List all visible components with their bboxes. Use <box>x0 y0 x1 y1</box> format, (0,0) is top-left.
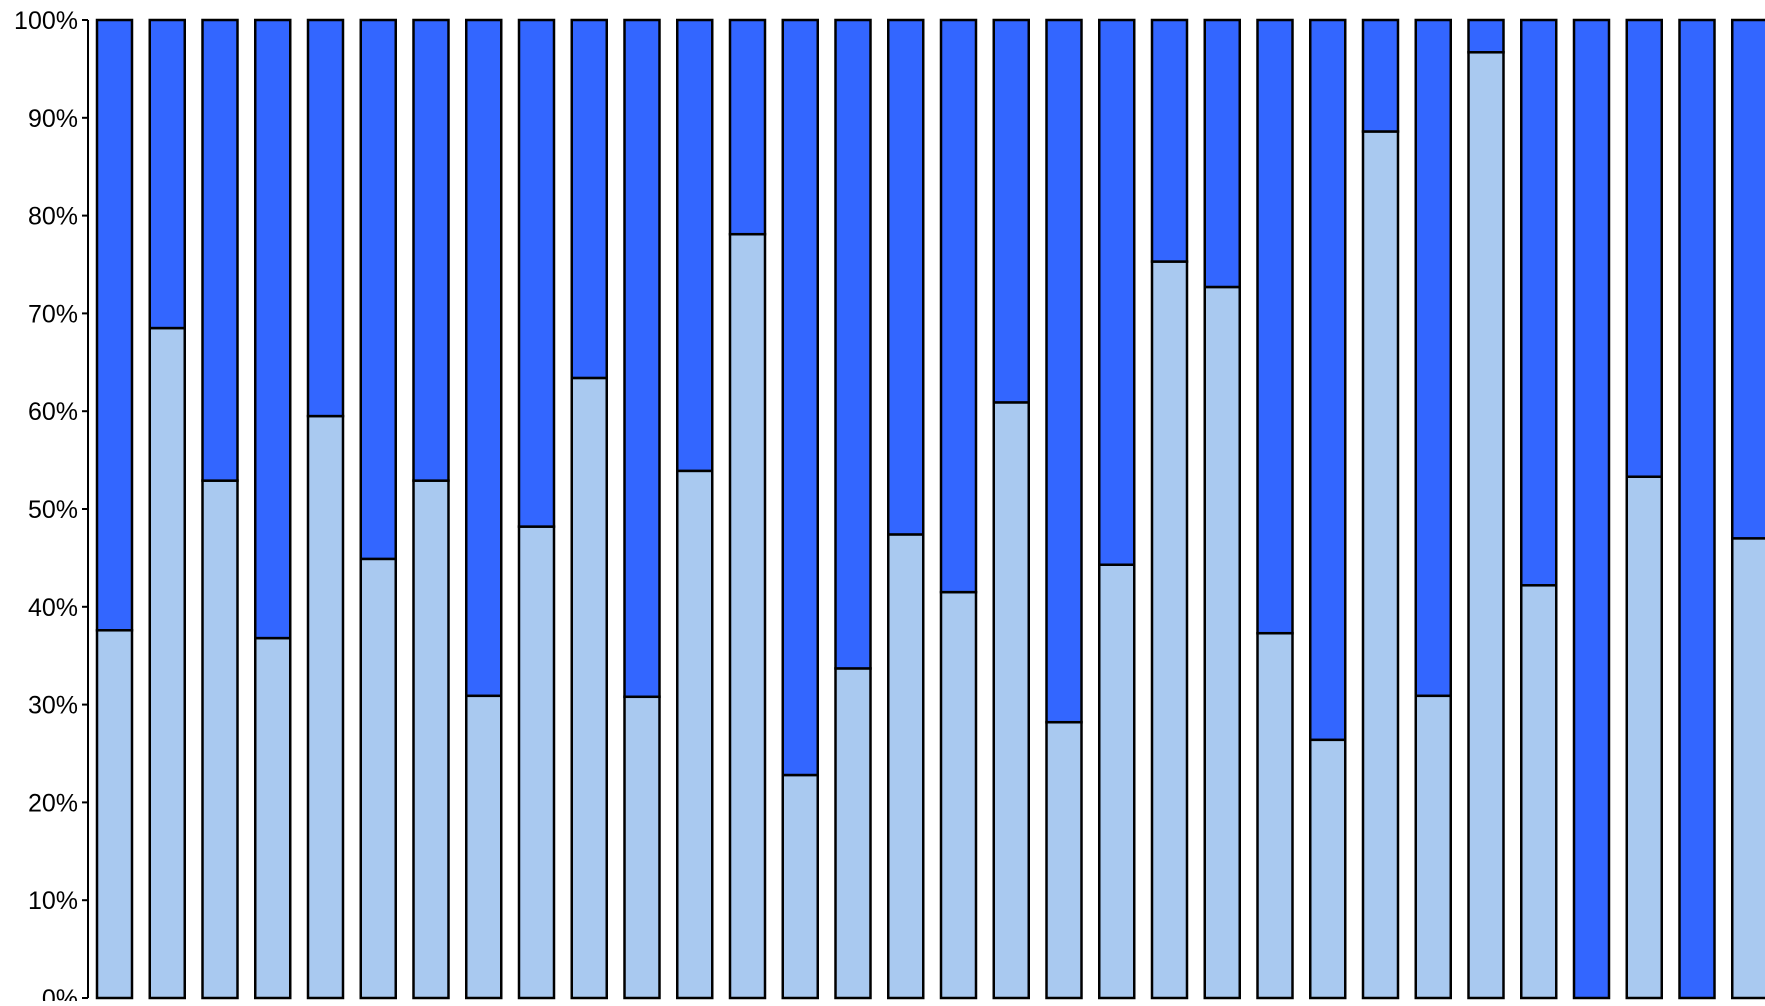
bar-segment-series-2 <box>676 18 714 473</box>
y-tick-label: 70% <box>28 300 78 328</box>
bar-segment-series-2 <box>465 18 503 698</box>
bar-segment-series-2 <box>1572 18 1611 1000</box>
y-tick-label: 20% <box>28 789 78 817</box>
bar-segment-series-1 <box>517 525 556 1000</box>
bar-segment-series-2 <box>148 18 186 330</box>
bars <box>95 18 1765 1000</box>
bar-segment-series-1 <box>1414 694 1452 1000</box>
bar-segment-series-2 <box>570 18 608 380</box>
bar-segment-series-1 <box>623 695 661 1000</box>
bar-segment-series-2 <box>992 18 1030 404</box>
bar-segment-series-2 <box>834 18 872 670</box>
bar-segment-series-1 <box>834 667 872 1000</box>
y-axis-ticks: 0% 10% 20% 30% 40% 50% 60% 70% 80% 90% 100% <box>14 7 88 1006</box>
y-tick-label: 40% <box>28 594 78 622</box>
bar-segment-series-2 <box>1625 18 1663 478</box>
bar-segment-series-1 <box>1098 563 1136 1000</box>
y-tick-label: 60% <box>28 398 78 426</box>
bar-segment-series-2 <box>728 18 767 236</box>
bar-segment-series-2 <box>1098 18 1136 566</box>
bar-segment-series-1 <box>1625 475 1663 1000</box>
bar-segment-series-1 <box>148 326 186 1000</box>
bar-segment-series-2 <box>201 18 239 482</box>
bar-segment-series-2 <box>939 18 978 594</box>
bar-segment-series-2 <box>1414 18 1452 698</box>
bar-segment-series-2 <box>1731 18 1765 540</box>
y-tick-label: 10% <box>28 887 78 915</box>
y-tick-label: 80% <box>28 203 78 231</box>
bar-segment-series-1 <box>1309 738 1347 1000</box>
bar-segment-series-1 <box>1256 631 1294 1000</box>
bar-segment-series-1 <box>1203 285 1241 1000</box>
bar-segment-series-1 <box>306 414 345 1000</box>
bar-segment-series-2 <box>623 18 661 699</box>
y-tick-label: 50% <box>28 496 78 524</box>
bar-segment-series-1 <box>1467 51 1505 1000</box>
bar-segment-series-1 <box>781 773 819 1000</box>
y-tick-label: 100% <box>14 7 78 35</box>
bar-segment-series-1 <box>465 694 503 1000</box>
bar-segment-series-1 <box>676 469 714 1000</box>
bar-segment-series-1 <box>1361 130 1400 1000</box>
bar-segment-series-2 <box>1467 18 1505 54</box>
bar-segment-series-2 <box>781 18 819 777</box>
bar-segment-series-2 <box>1203 18 1241 289</box>
y-tick-label: 0% <box>42 985 78 1001</box>
bar-segment-series-1 <box>1045 720 1083 1000</box>
bar-segment-series-1 <box>887 533 925 1000</box>
bar-segment-series-2 <box>517 18 556 528</box>
bar-segment-series-2 <box>1361 18 1400 133</box>
bar-segment-series-2 <box>1309 18 1347 742</box>
bar-segment-series-1 <box>1520 584 1558 1000</box>
bar-segment-series-1 <box>728 232 767 1000</box>
bar-segment-series-2 <box>887 18 925 536</box>
bar-segment-series-2 <box>1256 18 1294 635</box>
bar-segment-series-1 <box>412 479 450 1000</box>
bar-segment-series-2 <box>359 18 397 561</box>
bar-segment-series-1 <box>1150 260 1189 1000</box>
bar-segment-series-2 <box>306 18 345 418</box>
bar-segment-series-2 <box>1678 18 1716 1000</box>
bar-segment-series-1 <box>254 636 292 1000</box>
bar-segment-series-2 <box>95 18 134 632</box>
bar-segment-series-2 <box>412 18 450 482</box>
bar-segment-series-1 <box>939 590 978 1000</box>
y-tick-label: 90% <box>28 105 78 133</box>
bar-segment-series-2 <box>254 18 292 640</box>
bar-segment-series-1 <box>201 479 239 1000</box>
bar-segment-series-1 <box>1731 537 1765 1000</box>
y-tick-label: 30% <box>28 692 78 720</box>
bar-segment-series-1 <box>992 401 1030 1000</box>
bar-segment-series-1 <box>95 629 134 1000</box>
bar-segment-series-2 <box>1520 18 1558 587</box>
bar-segment-series-1 <box>570 376 608 1000</box>
bar-segment-series-1 <box>359 557 397 1000</box>
bar-segment-series-2 <box>1150 18 1189 263</box>
bar-segment-series-2 <box>1045 18 1083 724</box>
